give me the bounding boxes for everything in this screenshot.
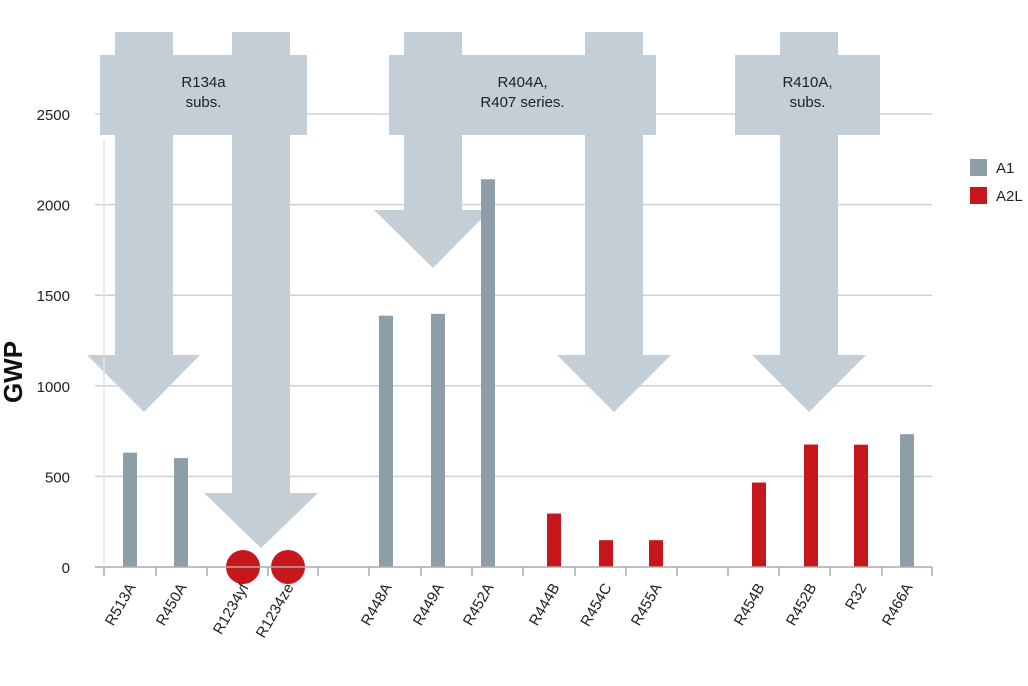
bar-R452A (481, 179, 495, 567)
bar-R513A (123, 452, 137, 567)
legend-label-A2L: A2L (996, 188, 1023, 205)
legend: A1 A2L (970, 159, 1023, 205)
group-label-2-0: R410A, (782, 74, 832, 91)
group-label-1-0: R404A, (497, 74, 547, 91)
arrow-shaft-3 (585, 135, 643, 355)
legend-swatch-A2L (970, 187, 987, 204)
x-tick-label-R454B: R454B (731, 581, 769, 629)
group-label-0-1: subs. (186, 94, 222, 111)
arrow-head-3 (557, 355, 671, 412)
bar-R448A (379, 315, 393, 567)
group-label-2-1: subs. (790, 94, 826, 111)
bar-R454B (752, 482, 766, 567)
bar-R450A (174, 458, 188, 567)
y-tick-label-1500: 1500 (37, 288, 70, 305)
x-tick-label-R450A: R450A (153, 581, 191, 629)
group-box-2 (735, 55, 880, 135)
arrow-stub-0 (115, 32, 173, 56)
arrow-stub-2 (404, 32, 462, 56)
x-tick-label-R444B: R444B (526, 581, 564, 629)
y-tick-label-2500: 2500 (37, 107, 70, 124)
x-tick-label-R455A: R455A (628, 581, 666, 629)
bar-R454C (599, 540, 613, 567)
x-tick-label-R1234yf: R1234yf (210, 580, 253, 638)
group-label-1-1: R407 series. (480, 94, 564, 111)
legend-swatch-A1 (970, 159, 987, 176)
bar-R444B (547, 513, 561, 567)
y-tick-label-1000: 1000 (37, 379, 70, 396)
bar-R455A (649, 540, 663, 567)
x-tick-label-R466A: R466A (879, 581, 917, 629)
bars-layer (123, 179, 914, 584)
arrow-shaft-0 (115, 135, 173, 355)
x-tick-label-R448A: R448A (358, 581, 396, 629)
x-tick-label-R454C: R454C (577, 580, 615, 629)
arrow-stub-1 (232, 32, 290, 56)
x-tick-label-R32: R32 (842, 581, 870, 613)
group-box-0 (100, 55, 307, 135)
bar-R32 (854, 444, 868, 567)
arrow-shaft-2 (404, 135, 462, 210)
arrow-head-1 (204, 493, 318, 548)
x-tick-label-R1234ze: R1234ze (253, 581, 298, 642)
group-label-0-0: R134a (181, 74, 226, 91)
y-tick-label-0: 0 (62, 560, 70, 577)
y-axis-title: GWP (0, 341, 28, 403)
group-box-1 (389, 55, 656, 135)
legend-label-A1: A1 (996, 160, 1014, 177)
x-tick-label-R452A: R452A (460, 581, 498, 629)
arrow-shaft-1 (232, 135, 290, 493)
bar-R449A (431, 313, 445, 567)
arrow-head-4 (752, 355, 866, 412)
x-tick-label-R452B: R452B (783, 581, 821, 629)
arrow-stub-3 (585, 32, 643, 56)
arrow-head-0 (87, 355, 200, 412)
y-tick-label-2000: 2000 (37, 198, 70, 215)
bar-R452B (804, 444, 818, 567)
arrow-head-2 (374, 210, 490, 268)
group-arrows: R134a subs. R404A, R407 series. R410A, subs. (87, 32, 880, 548)
arrow-stub-4 (780, 32, 838, 56)
bar-R466A (900, 434, 914, 567)
y-tick-label-500: 500 (45, 469, 70, 486)
x-tick-label-R449A: R449A (410, 581, 448, 629)
x-tick-label-R513A: R513A (102, 581, 140, 629)
arrow-shaft-4 (780, 135, 838, 355)
